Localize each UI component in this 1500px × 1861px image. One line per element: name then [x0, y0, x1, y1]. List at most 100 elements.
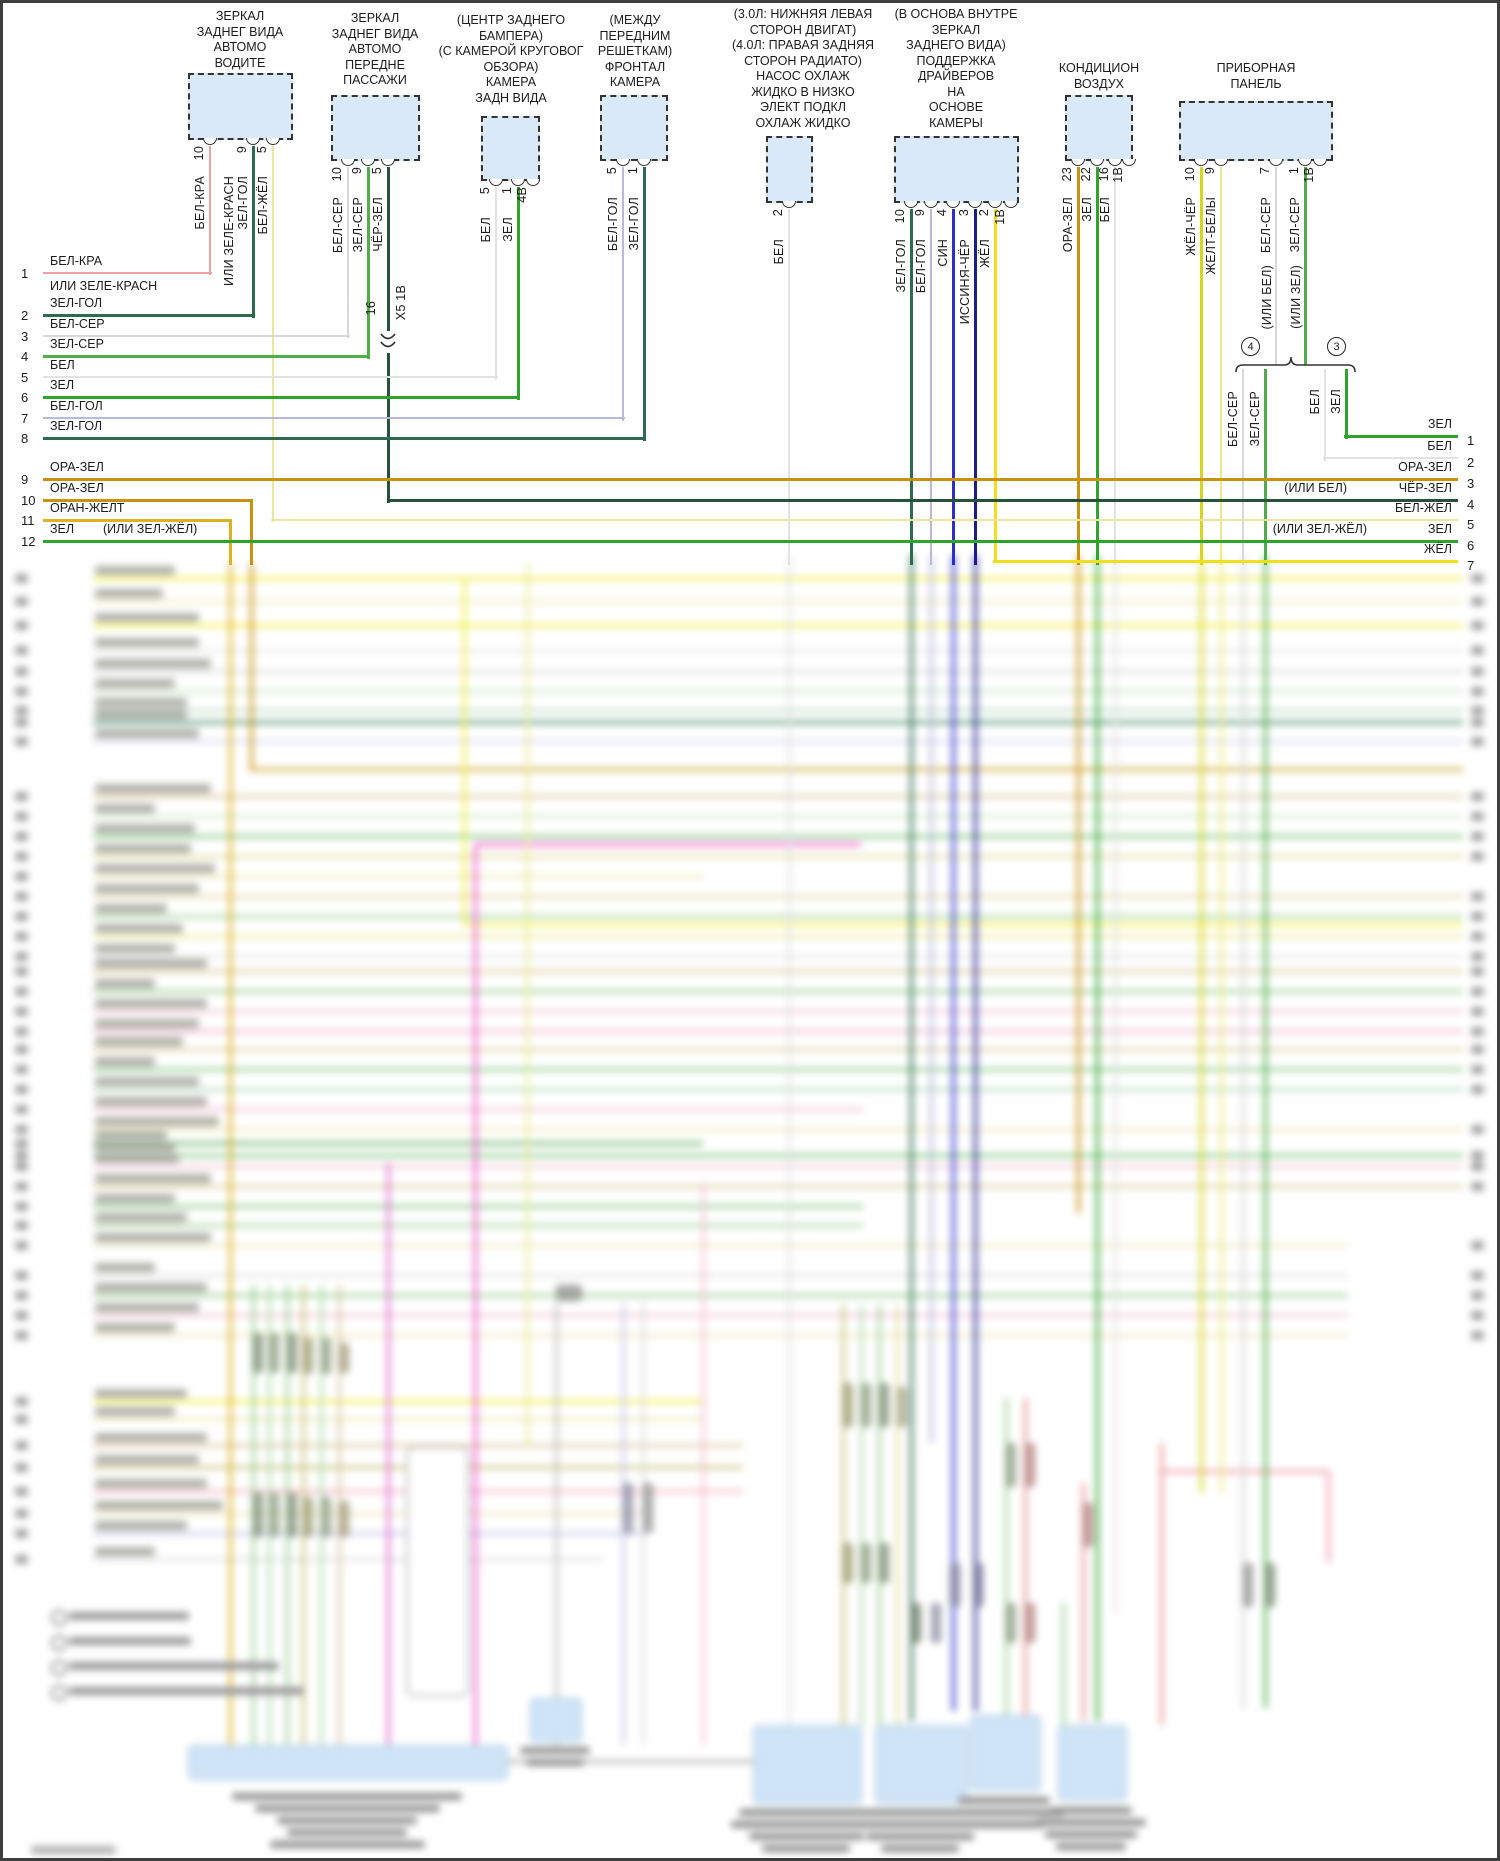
blurred-row-number [15, 1291, 28, 1300]
split-brace [1235, 356, 1356, 373]
blurred-wire-label [95, 1501, 223, 1510]
blurred-row-number [15, 832, 28, 841]
blurred-caption-line [866, 1833, 974, 1840]
blurred-row-number [15, 1311, 28, 1320]
wire-vertical [387, 167, 390, 331]
left-row-label: ИЛИ ЗЕЛЕ-КРАСН [50, 279, 158, 293]
blurred-wire-label [95, 979, 155, 988]
pin-number: 2 [771, 209, 785, 217]
blurred-wire-horizontal [93, 690, 1463, 693]
connector-title-line: (4.0Л: ПРАВАЯ ЗАДНЯЯ [731, 38, 875, 52]
right-row-number: 4 [1467, 497, 1475, 512]
wire-vertical [1275, 167, 1277, 365]
wire-label: ЖЁЛ [978, 239, 992, 268]
blurred-wire-label [95, 729, 199, 738]
blurred-caption-line [748, 1833, 864, 1840]
blurred-wire-label [95, 589, 163, 598]
connector-title-line: ПОДДЕРЖКА [916, 53, 996, 68]
right-row-label: ОРА-ЗЕЛ [1398, 460, 1452, 474]
connector-title-line: ЗАДН ВИДА [475, 90, 547, 105]
blurred-row-number [1471, 1151, 1484, 1160]
wire-label: ЖЕЛТ-БЕЛЫ [1204, 197, 1218, 275]
blurred-wire-horizontal [93, 1444, 743, 1447]
wire-horizontal [43, 478, 1458, 481]
pin-number: 4 [935, 209, 949, 217]
blurred-caption-line [870, 1821, 970, 1828]
blurred-wire-vertical [910, 555, 913, 1721]
blurred-caption-line [277, 1817, 417, 1824]
blurred-component-symbol [269, 1333, 279, 1373]
wire-label: БЕЛ-СЕР [331, 197, 345, 254]
left-row-label: ОРА-ЗЕЛ [50, 460, 104, 474]
blurred-wire-label [95, 1131, 167, 1140]
blurred-wire-horizontal [475, 843, 861, 846]
blurred-wire-label [95, 1303, 199, 1312]
blurred-row-number [15, 792, 28, 801]
connector-title-line: КАМЕРА [609, 75, 661, 89]
blurred-row-number [15, 1415, 28, 1424]
connector-title-line: (МЕЖДУ [609, 13, 661, 27]
split-branch-label: БЕЛ [1308, 389, 1322, 415]
blurred-wire-horizontal [93, 1165, 1463, 1168]
blurred-wire-horizontal [93, 721, 1463, 724]
wire-label: ЧЁР-ЗЕЛ [371, 197, 385, 252]
blurred-row-number [1471, 852, 1484, 861]
blurred-wire-label [95, 784, 211, 793]
blurred-wire-vertical [1114, 555, 1117, 1613]
wire-vertical [1114, 167, 1116, 565]
wire-vertical [952, 209, 955, 565]
blurred-wire-horizontal [93, 1154, 1463, 1157]
blurred-component-symbol [931, 1603, 941, 1643]
blurred-legend-text [69, 1687, 304, 1695]
left-row-label: БЕЛ-ГОЛ [50, 399, 103, 413]
connector-title-line: ЭЛЕКТ ПОДКЛ [760, 100, 846, 114]
blurred-wire-vertical [952, 555, 955, 1711]
pin-number: 9 [1203, 167, 1217, 175]
blurred-wire-label [95, 613, 199, 622]
blurred-caption-line [287, 1829, 407, 1836]
blurred-wire-horizontal [93, 895, 1463, 898]
connector-title-line: (В ОСНОВА ВНУТРЕ [894, 7, 1018, 21]
blurred-wire-vertical [860, 1305, 863, 1725]
wire-vertical [622, 167, 624, 421]
blurred-row-number [15, 1397, 28, 1406]
blurred-wire-horizontal [93, 600, 1463, 603]
blurred-wire-label [95, 1019, 199, 1028]
blurred-caption-line [944, 1809, 1064, 1816]
blurred-wire-label [95, 1433, 207, 1442]
blurred-caption-line [762, 1845, 850, 1852]
connector-title-line: ДРАЙВЕРОВ [917, 69, 995, 83]
blurred-wire-vertical [930, 555, 933, 1443]
blurred-wire-horizontal [93, 1512, 643, 1515]
blurred-connector-box [188, 1745, 508, 1780]
connector-box [766, 136, 813, 203]
right-row-label: ЖЁЛ [1423, 542, 1452, 556]
wire-vertical [1264, 369, 1267, 565]
blurred-caption-line [232, 1793, 462, 1800]
wire-vertical [209, 146, 211, 275]
wire-horizontal [43, 355, 370, 358]
left-row-number: 12 [21, 534, 36, 549]
wire-vertical [1200, 167, 1203, 565]
blurred-wire-label [95, 1389, 187, 1398]
connector-box [1065, 95, 1133, 161]
blurred-wire-label [95, 638, 199, 647]
connector-title-line: (С КАМЕРОЙ КРУГОВОГ [438, 44, 584, 58]
wire-label: БЕЛ [479, 217, 493, 243]
blurred-row-number [15, 892, 28, 901]
blurred-wire-vertical [1077, 555, 1080, 1213]
blurred-wire-horizontal [93, 855, 1463, 858]
blurred-wire-vertical [1160, 1443, 1163, 1725]
blurred-legend-circle [51, 1610, 67, 1626]
blurred-caption-line [1045, 1831, 1137, 1838]
blurred-wire-horizontal [93, 624, 1463, 627]
blurred-component-symbol [287, 1333, 297, 1373]
wire-label: БЕЛ-КРА [193, 176, 207, 230]
connector-title-line: ЗАДНЕГ ВИДА [196, 24, 284, 39]
right-row-number: 2 [1467, 455, 1475, 470]
wire-horizontal [43, 272, 212, 274]
connector-title-line: РЕШЕТКАМ) [597, 44, 673, 58]
wire-horizontal [1344, 435, 1458, 438]
blurred-row-number [1471, 1291, 1484, 1300]
connector-title: ЗЕРКАЛ ЗАДНЕГ ВИДА АВТОМО ВОДИТЕ [197, 9, 284, 71]
